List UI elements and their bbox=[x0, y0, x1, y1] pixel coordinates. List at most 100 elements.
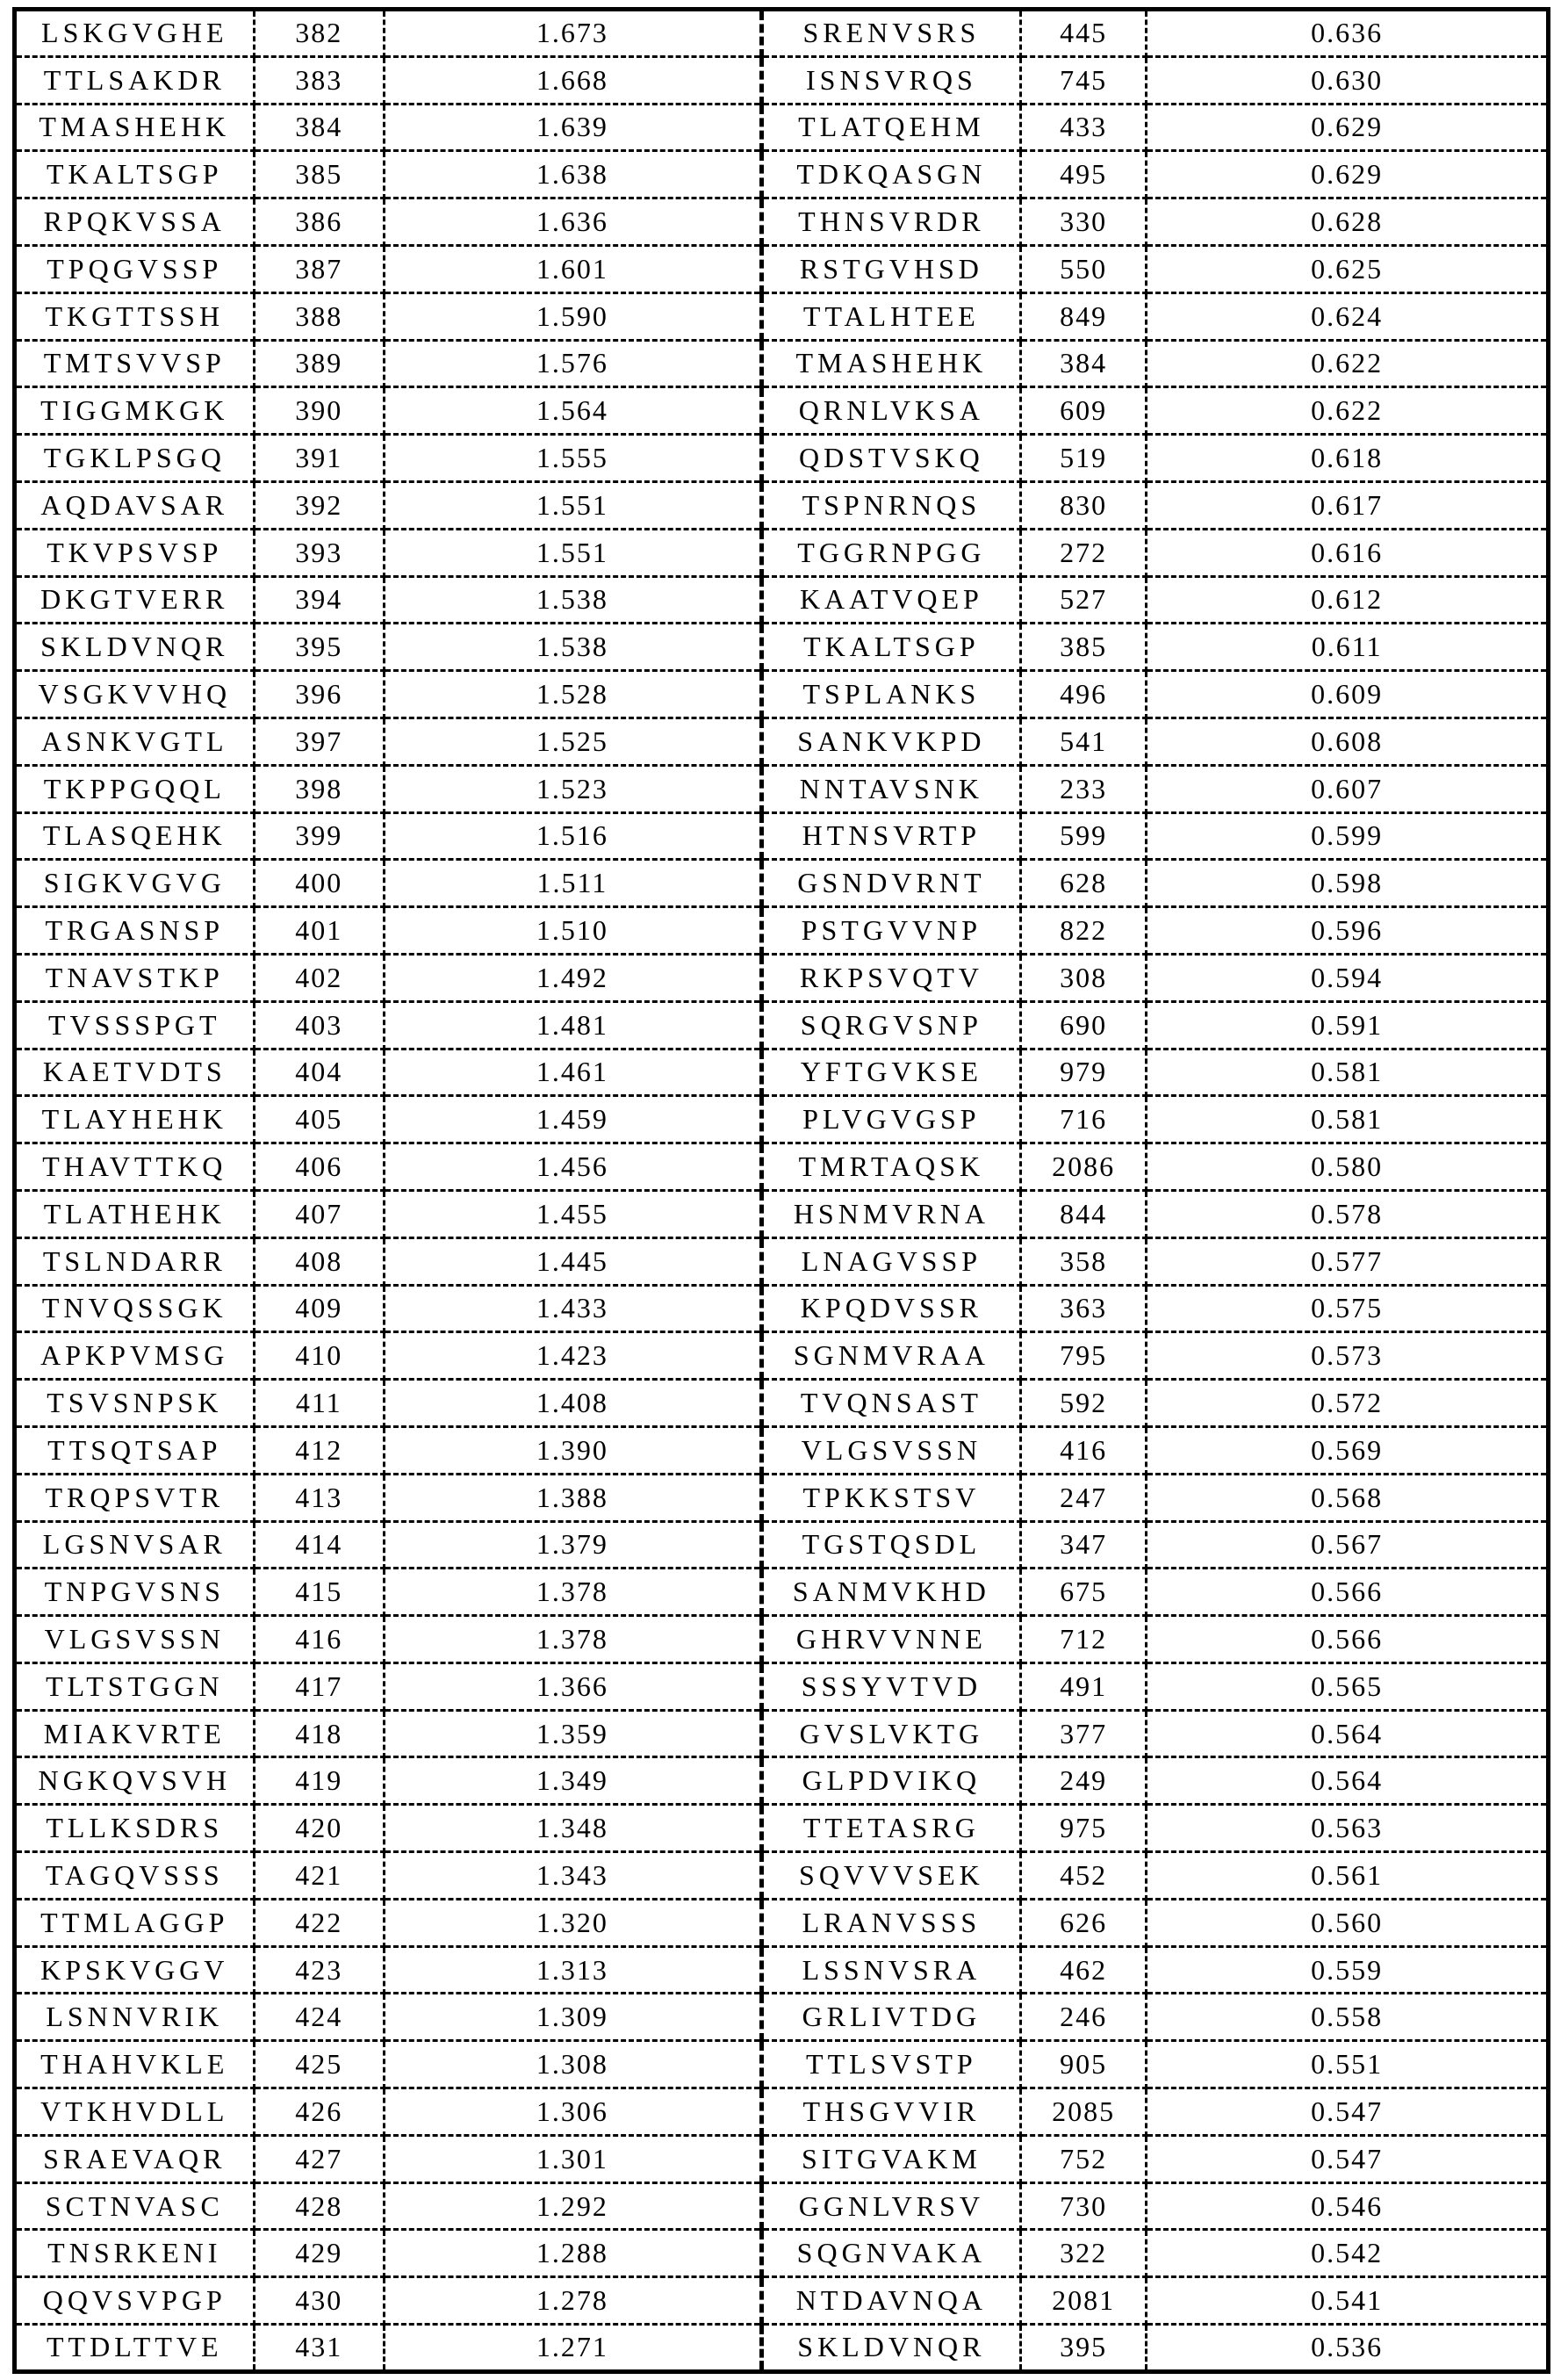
rank: 395 bbox=[252, 622, 386, 673]
table-row: TPQGVSSP 387 1.601 RSTGVHSD 550 0.625 bbox=[13, 243, 1550, 294]
rank: 247 bbox=[1018, 1472, 1148, 1523]
score: 1.516 bbox=[383, 811, 764, 862]
rank: 849 bbox=[1018, 291, 1148, 342]
score: 0.575 bbox=[1145, 1283, 1550, 1334]
score: 0.598 bbox=[1145, 858, 1550, 909]
peptide-sequence: TLASQEHK bbox=[13, 811, 255, 862]
score: 0.580 bbox=[1145, 1142, 1550, 1192]
table-row: TSLNDARR 408 1.445 LNAGVSSP 358 0.577 bbox=[13, 1236, 1550, 1287]
table-row: TKPPGQQL 398 1.523 NNTAVSNK 233 0.607 bbox=[13, 763, 1550, 814]
peptide-sequence: SQRGVSNP bbox=[759, 999, 1023, 1050]
score: 0.569 bbox=[1145, 1424, 1550, 1475]
score: 1.366 bbox=[383, 1661, 764, 1712]
score: 0.608 bbox=[1145, 716, 1550, 767]
peptide-sequence: ISNSVRQS bbox=[759, 54, 1023, 105]
score: 0.541 bbox=[1145, 2275, 1550, 2326]
table-row: VSGKVVHQ 396 1.528 TSPLANKS 496 0.609 bbox=[13, 669, 1550, 719]
peptide-sequence: THAVTTKQ bbox=[13, 1142, 255, 1192]
score: 0.618 bbox=[1145, 433, 1550, 483]
peptide-sequence: TMTSVVSP bbox=[13, 338, 255, 389]
peptide-sequence: GRLIVTDG bbox=[759, 1992, 1023, 2043]
score: 1.423 bbox=[383, 1331, 764, 1381]
peptide-sequence: TNAVSTKP bbox=[13, 952, 255, 1003]
score: 1.668 bbox=[383, 54, 764, 105]
score: 1.551 bbox=[383, 480, 764, 530]
peptide-sequence: SCTNVASC bbox=[13, 2181, 255, 2232]
rank: 541 bbox=[1018, 716, 1148, 767]
peptide-sequence: APKPVMSG bbox=[13, 1331, 255, 1381]
peptide-sequence: NTDAVNQA bbox=[759, 2275, 1023, 2326]
score: 0.568 bbox=[1145, 1472, 1550, 1523]
rank: 462 bbox=[1018, 1944, 1148, 1995]
rank: 408 bbox=[252, 1236, 386, 1287]
table-row: SIGKVGVG 400 1.511 GSNDVRNT 628 0.598 bbox=[13, 858, 1550, 909]
rank: 407 bbox=[252, 1188, 386, 1239]
peptide-sequence: TSPLANKS bbox=[759, 669, 1023, 719]
peptide-sequence: GGNLVRSV bbox=[759, 2181, 1023, 2232]
score: 0.581 bbox=[1145, 1094, 1550, 1145]
score: 0.565 bbox=[1145, 1661, 1550, 1712]
rank: 426 bbox=[252, 2087, 386, 2137]
score: 1.278 bbox=[383, 2275, 764, 2326]
score: 0.572 bbox=[1145, 1378, 1550, 1428]
score: 0.564 bbox=[1145, 1708, 1550, 1759]
score: 0.629 bbox=[1145, 149, 1550, 200]
peptide-sequence: SANMVKHD bbox=[759, 1567, 1023, 1618]
peptide-sequence: SIGKVGVG bbox=[13, 858, 255, 909]
score: 1.271 bbox=[383, 2323, 764, 2373]
peptide-sequence: GVSLVKTG bbox=[759, 1708, 1023, 1759]
rank: 419 bbox=[252, 1756, 386, 1807]
score: 0.561 bbox=[1145, 1850, 1550, 1900]
score: 1.538 bbox=[383, 622, 764, 673]
score: 1.378 bbox=[383, 1614, 764, 1664]
rank: 402 bbox=[252, 952, 386, 1003]
peptide-sequence: TNVQSSGK bbox=[13, 1283, 255, 1334]
peptide-sequence: TTETASRG bbox=[759, 1803, 1023, 1854]
peptide-sequence: AQDAVSAR bbox=[13, 480, 255, 530]
rank: 385 bbox=[1018, 622, 1148, 673]
rank: 399 bbox=[252, 811, 386, 862]
score: 1.320 bbox=[383, 1897, 764, 1948]
rank: 429 bbox=[252, 2228, 386, 2279]
rank: 675 bbox=[1018, 1567, 1148, 1618]
rank: 384 bbox=[1018, 338, 1148, 389]
peptide-sequence: KAETVDTS bbox=[13, 1047, 255, 1098]
score: 0.577 bbox=[1145, 1236, 1550, 1287]
peptide-sequence: LSSNVSRA bbox=[759, 1944, 1023, 1995]
peptide-sequence: TDKQASGN bbox=[759, 149, 1023, 200]
rank: 411 bbox=[252, 1378, 386, 1428]
score: 1.538 bbox=[383, 574, 764, 625]
rank: 387 bbox=[252, 243, 386, 294]
rank: 495 bbox=[1018, 149, 1148, 200]
rank: 2085 bbox=[1018, 2087, 1148, 2137]
rank: 390 bbox=[252, 386, 386, 436]
table-row: TLATHEHK 407 1.455 HSNMVRNA 844 0.578 bbox=[13, 1188, 1550, 1239]
table-row: TKALTSGP 385 1.638 TDKQASGN 495 0.629 bbox=[13, 149, 1550, 200]
table-row: ASNKVGTL 397 1.525 SANKVKPD 541 0.608 bbox=[13, 716, 1550, 767]
score: 0.542 bbox=[1145, 2228, 1550, 2279]
rank: 363 bbox=[1018, 1283, 1148, 1334]
peptide-sequence: TTALHTEE bbox=[759, 291, 1023, 342]
rank: 979 bbox=[1018, 1047, 1148, 1098]
peptide-sequence: TTMLAGGP bbox=[13, 1897, 255, 1948]
score: 0.628 bbox=[1145, 197, 1550, 247]
score: 0.630 bbox=[1145, 54, 1550, 105]
peptide-sequence: QDSTVSKQ bbox=[759, 433, 1023, 483]
rank: 384 bbox=[252, 102, 386, 153]
score: 0.609 bbox=[1145, 669, 1550, 719]
table-row: TTDLTTVE 431 1.271 SKLDVNQR 395 0.536 bbox=[13, 2323, 1550, 2373]
table-row: NGKQVSVH 419 1.349 GLPDVIKQ 249 0.564 bbox=[13, 1756, 1550, 1807]
peptide-sequence: LSNNVRIK bbox=[13, 1992, 255, 2043]
score: 0.624 bbox=[1145, 291, 1550, 342]
peptide-sequence: GHRVVNNE bbox=[759, 1614, 1023, 1664]
table-row: TKVPSVSP 393 1.551 TGGRNPGG 272 0.616 bbox=[13, 527, 1550, 578]
rank: 358 bbox=[1018, 1236, 1148, 1287]
rank: 347 bbox=[1018, 1519, 1148, 1570]
peptide-sequence: QQVSVPGP bbox=[13, 2275, 255, 2326]
score: 0.622 bbox=[1145, 386, 1550, 436]
rank: 377 bbox=[1018, 1708, 1148, 1759]
peptide-sequence: TIGGMKGK bbox=[13, 386, 255, 436]
score: 1.576 bbox=[383, 338, 764, 389]
score: 0.559 bbox=[1145, 1944, 1550, 1995]
rank: 491 bbox=[1018, 1661, 1148, 1712]
